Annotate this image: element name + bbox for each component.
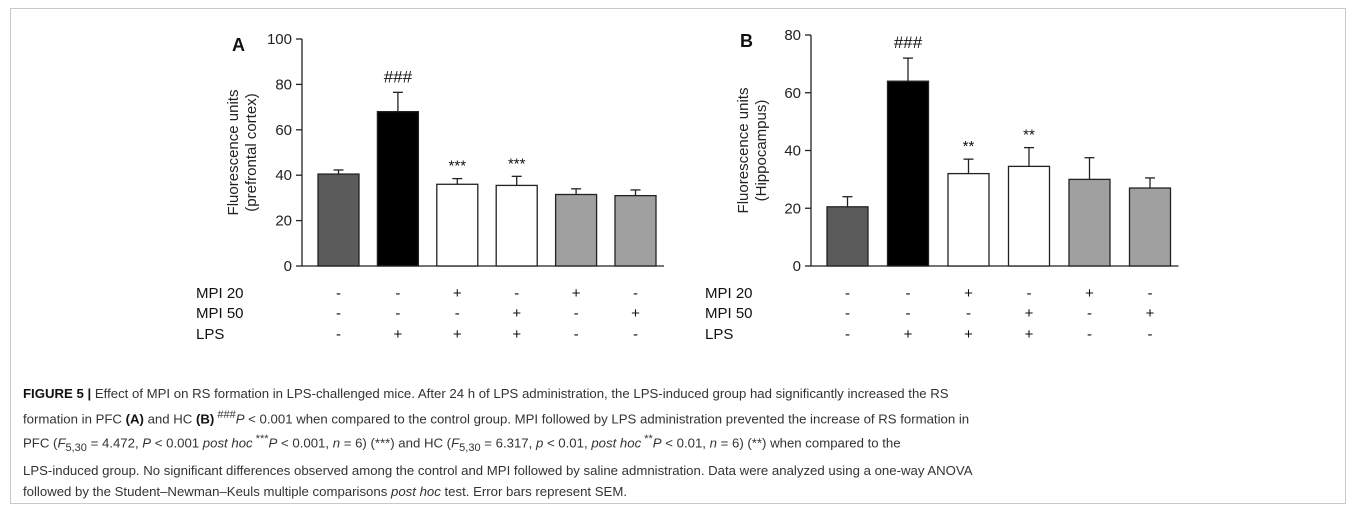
chart-a-ylabel-line: (prefrontal cortex) [243, 93, 260, 211]
chart-a-ytick-label: 40 [275, 167, 292, 184]
chart-a-bar [495, 184, 538, 267]
chart-b-treatment-cell: - [966, 305, 971, 322]
chart-b-panel-label: B [740, 31, 753, 51]
chart-a-treatment-row-label: MPI 20 [196, 285, 244, 302]
chart-a-treatment-row-label: LPS [196, 326, 224, 343]
chart-a-treatment-cell: - [395, 285, 400, 302]
chart-b-treatment-cell: - [906, 285, 911, 302]
chart-b-ylabel-line: Fluorescence units [735, 88, 752, 214]
chart-b-treatment-cell: + [1085, 285, 1094, 302]
chart-b-ytick-label: 80 [784, 27, 801, 44]
chart-a-bar [614, 194, 657, 267]
chart-a-significance-label: *** [449, 158, 467, 175]
chart-b-treatment-cell: - [845, 285, 850, 302]
chart-b-ylabel-line: (Hippocampus) [753, 100, 770, 202]
chart-a-treatment-cell: - [455, 305, 460, 322]
chart-b-treatment-row-label: MPI 20 [705, 285, 753, 302]
chart-a-bar [554, 193, 598, 267]
chart-a-significance-label: ### [384, 67, 413, 86]
chart-a-bar [436, 183, 479, 267]
chart-a-treatment-cell: - [633, 285, 638, 302]
chart-b-treatment-cell: - [1027, 285, 1032, 302]
chart-b-treatment-cell: + [964, 285, 973, 302]
chart-b-ytick-label: 20 [784, 200, 801, 217]
chart-b-treatment-row-label: MPI 50 [705, 305, 753, 322]
chart-a-treatment-cell: - [633, 326, 638, 343]
chart-b-treatment-cell: + [1025, 305, 1034, 322]
chart-b-bar [1128, 187, 1172, 267]
chart-a-bar [376, 110, 420, 267]
figure-caption: FIGURE 5 | Effect of MPI on RS formation… [23, 383, 1333, 503]
chart-b-treatment-cell: - [906, 305, 911, 322]
chart-b-bar [886, 80, 930, 267]
chart-a-treatment-cell: + [394, 326, 403, 343]
chart-b-treatment-cell: + [904, 326, 913, 343]
chart-a-treatment-cell: - [574, 305, 579, 322]
chart-a-treatment-cell: + [631, 305, 640, 322]
chart-b-treatment-cell: + [1146, 305, 1155, 322]
chart-a-treatment-cell: - [395, 305, 400, 322]
chart-b-treatment-cell: + [1025, 326, 1034, 343]
chart-b-ytick-label: 60 [784, 85, 801, 102]
chart-b-significance-label: ** [963, 138, 975, 155]
chart-b-bar [947, 172, 990, 267]
caption-line-3: PFC (F5,30 = 4.472, P < 0.001 post hoc *… [23, 433, 901, 455]
chart-b-bar [826, 206, 869, 267]
chart-b-treatment-cell: - [1148, 285, 1153, 302]
caption-line-4: LPS-induced group. No significant differ… [23, 462, 973, 478]
chart-a-treatment-cell: + [512, 326, 521, 343]
chart-b-treatment-cell: + [964, 326, 973, 343]
chart-a-ytick-label: 80 [275, 76, 292, 93]
chart-b-ytick-label: 40 [784, 143, 801, 160]
chart-a-ytick-label: 0 [284, 258, 292, 275]
chart-b-treatment-cell: - [845, 305, 850, 322]
chart-b-treatment-row-label: LPS [705, 326, 733, 343]
chart-b-treatment-cell: - [845, 326, 850, 343]
chart-a-panel-label: A [232, 35, 245, 55]
chart-b-treatment-cell: - [1087, 305, 1092, 322]
chart-a-treatment-cell: - [336, 326, 341, 343]
chart-a-treatment-row-label: MPI 50 [196, 305, 244, 322]
chart-b-bar [1068, 178, 1111, 267]
chart-b-bar [1007, 165, 1051, 267]
chart-b-ytick-label: 0 [793, 258, 801, 275]
chart-a-treatment-cell: - [574, 326, 579, 343]
chart-a-bar [317, 173, 360, 267]
chart-b-significance-label: ** [1023, 127, 1035, 144]
chart-a-ytick-label: 100 [267, 31, 292, 48]
chart-a-ytick-label: 60 [275, 122, 292, 139]
chart-a-treatment-cell: - [514, 285, 519, 302]
figure-frame [10, 8, 1346, 504]
chart-a-treatment-cell: + [453, 326, 462, 343]
caption-line-5: followed by the Student–Newman–Keuls mul… [23, 484, 627, 500]
caption-line-2: formation in PFC (A) and HC (B) ###P < 0… [23, 408, 970, 426]
figure-label: FIGURE 5 | [23, 386, 92, 401]
chart-a-treatment-cell: - [336, 305, 341, 322]
chart-a-ylabel-line: Fluorescence units [225, 90, 242, 216]
chart-b-treatment-cell: - [1087, 326, 1092, 343]
chart-b-significance-label: ### [894, 33, 923, 52]
chart-a-treatment-cell: - [336, 285, 341, 302]
chart-a-ytick-label: 20 [275, 213, 292, 230]
caption-line-1: FIGURE 5 | Effect of MPI on RS formation… [23, 386, 949, 401]
chart-a-significance-label: *** [508, 155, 526, 172]
chart-a-treatment-cell: + [572, 285, 581, 302]
chart-a-treatment-cell: + [453, 285, 462, 302]
chart-a-treatment-cell: + [512, 305, 521, 322]
chart-b-treatment-cell: - [1148, 326, 1153, 343]
